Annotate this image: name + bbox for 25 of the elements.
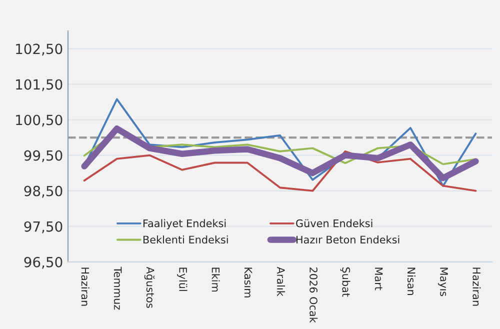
x-tick-label: Ağustos <box>144 266 155 308</box>
legend-label: Güven Endeksi <box>296 219 372 228</box>
x-tick-label: Haziran <box>472 268 481 306</box>
x-tick-label: Mayıs <box>438 268 448 296</box>
legend-label: Hazır Beton Endeksi <box>296 236 400 244</box>
y-tick-label: 100,50 <box>16 114 62 127</box>
x-tick-label: Şubat <box>340 267 350 297</box>
legend-label: Faaliyet Endeksi <box>143 219 226 230</box>
x-tick-label: Ekim <box>212 268 220 292</box>
line-series <box>83 150 477 192</box>
x-tick-label: Nisan <box>407 268 416 295</box>
x-tick-label: Haziran <box>81 268 90 306</box>
y-tick-label: 96,50 <box>24 256 62 269</box>
x-tick-label: 2026 Ocak <box>310 268 318 323</box>
y-tick-label: 99,50 <box>24 150 62 162</box>
x-tick-label: Eylül <box>177 268 188 291</box>
x-tick-label: Aralık <box>276 266 286 296</box>
x-tick-label: Temmuz <box>114 266 122 310</box>
y-tick-label: 98,50 <box>24 186 62 198</box>
x-tick-label: Kasım <box>244 268 252 298</box>
legend-label: Beklenti Endeksi <box>143 236 228 244</box>
x-tick-label: Mart <box>374 268 383 290</box>
y-tick-label: 102,50 <box>16 44 62 56</box>
y-tick-label: 101,50 <box>16 79 62 92</box>
y-tick-label: 97,50 <box>24 221 62 234</box>
